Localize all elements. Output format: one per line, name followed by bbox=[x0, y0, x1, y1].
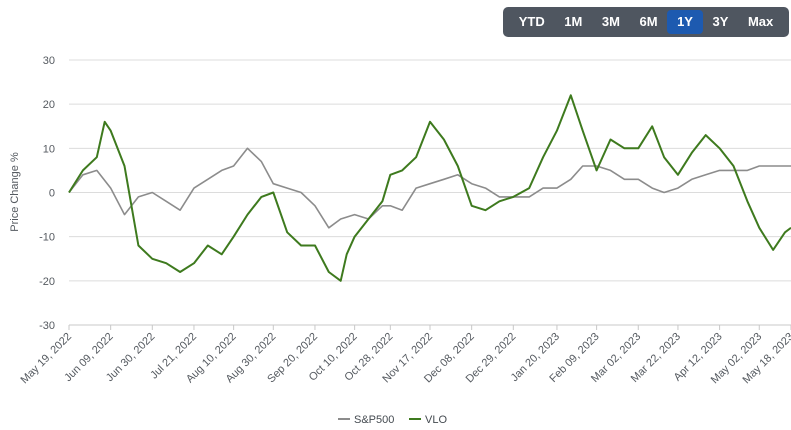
range-button-6m[interactable]: 6M bbox=[639, 14, 658, 29]
range-button-ytd[interactable]: YTD bbox=[518, 14, 545, 29]
legend-label-vlo: VLO bbox=[425, 414, 447, 426]
y-tick-label: 30 bbox=[43, 55, 55, 67]
y-axis: 30 20 10 0 -10 -20 -30 bbox=[39, 55, 55, 332]
range-button-3y[interactable]: 3Y bbox=[712, 14, 729, 29]
y-tick-label: -30 bbox=[39, 320, 55, 332]
series-lines bbox=[68, 94, 791, 282]
y-tick-label: 10 bbox=[43, 143, 55, 155]
range-button-1y[interactable]: 1Y bbox=[667, 10, 703, 34]
y-tick-label: -10 bbox=[39, 232, 55, 244]
range-button-max[interactable]: Max bbox=[747, 14, 774, 29]
legend-item-vlo[interactable]: VLO bbox=[409, 414, 447, 426]
legend: S&P500 VLO bbox=[338, 414, 447, 426]
legend-item-sp500[interactable]: S&P500 bbox=[338, 414, 394, 426]
series-line-sp500 bbox=[68, 147, 791, 229]
legend-label-sp500: S&P500 bbox=[354, 414, 394, 426]
range-selector: YTD 1M 3M 6M 1Y 3Y Max bbox=[503, 7, 789, 37]
range-button-1m[interactable]: 1M bbox=[564, 14, 583, 29]
series-line-vlo bbox=[68, 94, 791, 282]
range-button-3m[interactable]: 3M bbox=[601, 14, 620, 29]
y-tick-label: 20 bbox=[43, 99, 55, 111]
y-axis-title: Price Change % bbox=[9, 152, 21, 232]
grid-lines bbox=[69, 59, 791, 326]
y-tick-label: -20 bbox=[39, 276, 55, 288]
y-tick-label: 0 bbox=[49, 188, 55, 200]
